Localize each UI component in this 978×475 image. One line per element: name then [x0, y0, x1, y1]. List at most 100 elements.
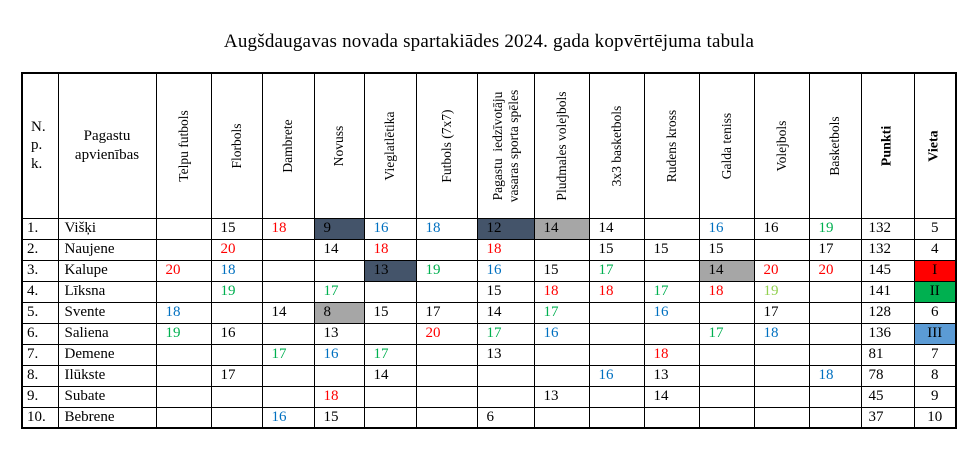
points-cell: 132	[860, 238, 915, 261]
score-cell-florbols	[210, 343, 263, 366]
npk-cell: 3.	[21, 259, 59, 282]
score-cell-vieglatletika: 13	[363, 259, 417, 282]
column-header-basketbols: Basketbols	[808, 72, 862, 219]
score-cell-galda-teniss: 18	[698, 280, 755, 303]
score-cell-vieglatletika	[363, 280, 417, 303]
row-viski: 1. Višķi 15 18 9 16 18 12 14 14 16 16 19 132 5	[21, 217, 957, 240]
column-header-volejbols: Volejbols	[753, 72, 810, 219]
column-header-futbols-7x7-label: Futbols (7x7)	[438, 109, 454, 183]
parish-name-cell: Saliena	[57, 322, 157, 345]
score-cell-3x3-basketbols	[588, 385, 645, 408]
points-cell: 128	[860, 301, 915, 324]
score-cell-florbols: 18	[210, 259, 263, 282]
column-header-pagastu-iedzivotaju-vasaras-sporta-speles: Pagastu iedzīvotāju vasaras sporta spēle…	[476, 72, 535, 219]
score-cell-volejbols: 17	[753, 301, 810, 324]
column-header-pagastu-iedzivotaju-vasaras-sporta-speles-label: Pagastu iedzīvotāju vasaras sporta spēle…	[489, 89, 521, 202]
place-cell: 5	[913, 217, 957, 240]
score-cell-volejbols: 16	[753, 217, 810, 240]
score-cell-pagastu-iedzivotaju-vasaras-sporta-speles: 13	[476, 343, 535, 366]
column-header-rudens-kross: Rudens kross	[643, 72, 700, 219]
npk-cell: 9.	[21, 385, 59, 408]
place-cell: 8	[913, 364, 957, 387]
column-header-points-label: Punkti	[879, 125, 895, 166]
score-cell-galda-teniss	[698, 343, 755, 366]
score-cell-pagastu-iedzivotaju-vasaras-sporta-speles	[476, 385, 535, 408]
score-cell-galda-teniss: 16	[698, 217, 755, 240]
column-header-vieglatletika: Vieglatlētika	[363, 72, 417, 219]
score-cell-pagastu-iedzivotaju-vasaras-sporta-speles: 18	[476, 238, 535, 261]
score-cell-pludmales-volejbols: 18	[533, 280, 590, 303]
parish-name-cell: Višķi	[57, 217, 157, 240]
score-cell-florbols	[210, 406, 263, 429]
score-cell-basketbols: 20	[808, 259, 862, 282]
row-saliena: 6. Saliena 19 16 13 20 17 16 17 18 136 III	[21, 322, 957, 345]
score-cell-telpu-futbols: 20	[155, 259, 212, 282]
column-header-dambrete-label: Dambrete	[279, 119, 295, 173]
row-bebrene: 10. Bebrene 16 15 6 37 10	[21, 406, 957, 429]
parish-name-cell: Ilūkste	[57, 364, 157, 387]
points-cell: 141	[860, 280, 915, 303]
column-header-novuss: Novuss	[313, 72, 365, 219]
score-cell-volejbols	[753, 238, 810, 261]
score-cell-vieglatletika: 17	[363, 343, 417, 366]
score-cell-futbols-7x7: 20	[415, 322, 478, 345]
place-cell: 9	[913, 385, 957, 408]
column-header-place: Vieta	[913, 72, 957, 219]
score-cell-3x3-basketbols: 17	[588, 259, 645, 282]
score-cell-galda-teniss	[698, 385, 755, 408]
score-cell-telpu-futbols: 19	[155, 322, 212, 345]
row-svente: 5. Svente 18 14 8 15 17 14 17 16 17 128 6	[21, 301, 957, 324]
score-cell-futbols-7x7: 19	[415, 259, 478, 282]
column-header-novuss-label: Novuss	[330, 125, 346, 167]
score-cell-florbols: 15	[210, 217, 263, 240]
npk-cell: 2.	[21, 238, 59, 261]
points-cell: 45	[860, 385, 915, 408]
score-cell-florbols	[210, 301, 263, 324]
place-cell: III	[913, 322, 957, 345]
score-cell-basketbols	[808, 322, 862, 345]
place-cell: II	[913, 280, 957, 303]
score-cell-pludmales-volejbols	[533, 343, 590, 366]
column-header-florbols: Florbols	[210, 72, 263, 219]
score-cell-basketbols	[808, 301, 862, 324]
score-cell-pludmales-volejbols: 13	[533, 385, 590, 408]
score-cell-dambrete: 16	[261, 406, 315, 429]
column-header-parish-label: Pagastu apvienības	[74, 128, 140, 163]
score-cell-rudens-kross: 14	[643, 385, 700, 408]
column-header-telpu-futbols: Telpu futbols	[155, 72, 212, 219]
parish-name-cell: Demene	[57, 343, 157, 366]
score-cell-vieglatletika: 18	[363, 238, 417, 261]
score-cell-basketbols: 18	[808, 364, 862, 387]
score-cell-vieglatletika	[363, 385, 417, 408]
score-cell-telpu-futbols	[155, 280, 212, 303]
column-header-galda-teniss: Galda teniss	[698, 72, 755, 219]
score-cell-galda-teniss	[698, 301, 755, 324]
row-subate: 9. Subate 18 13 14 45 9	[21, 385, 957, 408]
place-cell: I	[913, 259, 957, 282]
column-header-galda-teniss-label: Galda teniss	[718, 112, 734, 179]
score-cell-galda-teniss	[698, 364, 755, 387]
score-cell-vieglatletika	[363, 406, 417, 429]
score-cell-rudens-kross: 13	[643, 364, 700, 387]
score-cell-basketbols	[808, 385, 862, 408]
score-cell-dambrete	[261, 364, 315, 387]
score-cell-pagastu-iedzivotaju-vasaras-sporta-speles: 6	[476, 406, 535, 429]
score-cell-rudens-kross: 16	[643, 301, 700, 324]
corner-header-npk-label: N. p. k.	[31, 118, 46, 173]
score-cell-vieglatletika: 14	[363, 364, 417, 387]
score-cell-dambrete	[261, 322, 315, 345]
score-cell-florbols: 20	[210, 238, 263, 261]
score-cell-volejbols	[753, 343, 810, 366]
score-cell-novuss: 13	[313, 322, 365, 345]
parish-name-cell: Svente	[57, 301, 157, 324]
score-cell-telpu-futbols	[155, 364, 212, 387]
place-cell: 7	[913, 343, 957, 366]
score-cell-rudens-kross: 17	[643, 280, 700, 303]
score-cell-florbols: 19	[210, 280, 263, 303]
score-cell-galda-teniss: 17	[698, 322, 755, 345]
npk-cell: 8.	[21, 364, 59, 387]
npk-cell: 5.	[21, 301, 59, 324]
column-header-vieglatletika-label: Vieglatlētika	[381, 111, 397, 181]
points-cell: 78	[860, 364, 915, 387]
score-cell-galda-teniss: 15	[698, 238, 755, 261]
